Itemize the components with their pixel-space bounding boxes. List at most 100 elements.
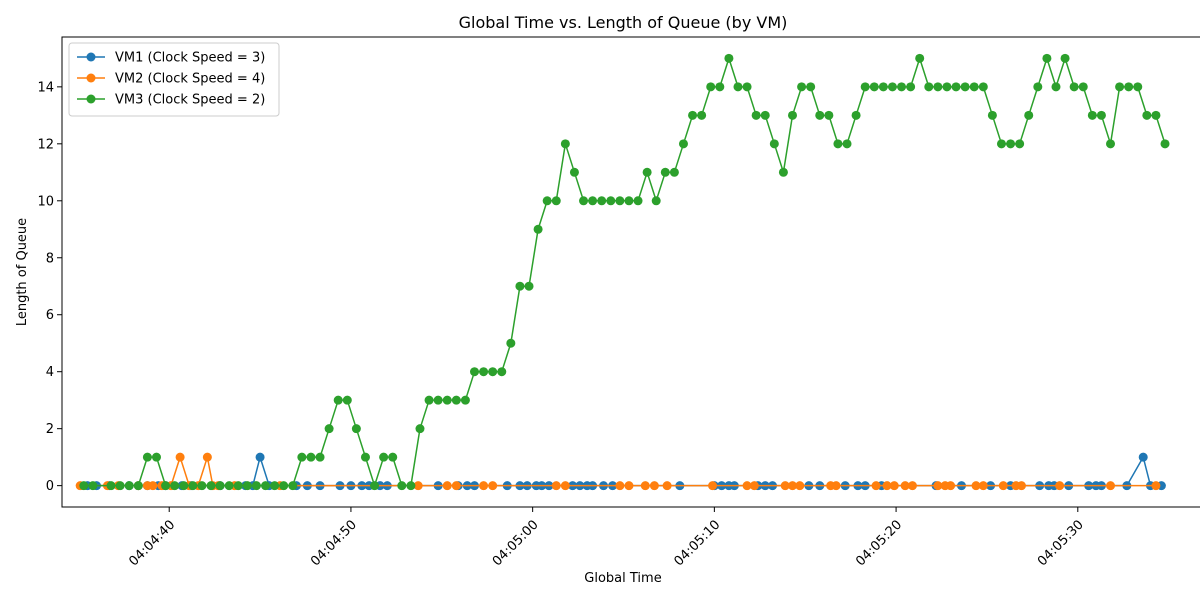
data-point (1124, 82, 1134, 92)
data-point (742, 481, 752, 491)
data-point (488, 481, 498, 491)
data-point (506, 338, 516, 348)
legend: VM1 (Clock Speed = 3) VM2 (Clock Speed = … (68, 42, 280, 117)
data-point (688, 110, 698, 120)
data-point (996, 139, 1006, 149)
data-point (998, 481, 1008, 491)
data-point (907, 481, 917, 491)
data-point (1033, 82, 1043, 92)
data-point (560, 139, 570, 149)
data-point (724, 53, 734, 63)
data-point (851, 110, 861, 120)
y-axis-label: Length of Queue (15, 218, 30, 326)
data-point (551, 481, 561, 491)
data-point (951, 82, 961, 92)
data-point (524, 281, 534, 291)
data-point (633, 196, 643, 206)
data-point (351, 424, 361, 434)
data-point (987, 110, 997, 120)
data-point (924, 82, 934, 92)
legend-label: VM1 (Clock Speed = 3) (115, 51, 265, 66)
data-point (651, 196, 661, 206)
y-tick-label: 10 (37, 194, 54, 209)
data-point (640, 481, 650, 491)
data-point (315, 452, 325, 462)
data-point (479, 367, 489, 377)
y-tick-label: 14 (37, 80, 54, 95)
plot-area (75, 53, 1170, 491)
data-point (115, 481, 125, 491)
data-point (760, 110, 770, 120)
data-point (660, 167, 670, 177)
data-point (333, 395, 343, 405)
data-point (1096, 110, 1106, 120)
data-point (1087, 110, 1097, 120)
data-point (960, 82, 970, 92)
data-point (542, 196, 552, 206)
data-point (1069, 82, 1079, 92)
y-axis: 0 2 4 6 8 10 12 14 (37, 80, 62, 494)
data-point (842, 139, 852, 149)
data-point (151, 452, 161, 462)
data-point (406, 481, 416, 491)
data-point (900, 481, 910, 491)
y-tick-label: 2 (46, 422, 54, 437)
data-point (833, 139, 843, 149)
data-point (233, 481, 243, 491)
data-point (971, 481, 981, 491)
data-point (624, 196, 634, 206)
data-point (324, 424, 334, 434)
data-point (706, 82, 716, 92)
data-point (255, 452, 265, 462)
data-point (142, 452, 152, 462)
data-point (1051, 82, 1061, 92)
data-point (148, 481, 158, 491)
data-point (270, 481, 280, 491)
data-point (551, 196, 561, 206)
data-point (588, 196, 598, 206)
data-point (470, 367, 479, 377)
data-point (769, 139, 779, 149)
data-point (442, 395, 452, 405)
data-point (224, 481, 234, 491)
legend-marker (86, 52, 96, 62)
data-point (251, 481, 261, 491)
data-point (460, 395, 470, 405)
data-point (788, 481, 797, 491)
data-point (797, 82, 807, 92)
data-point (878, 82, 888, 92)
data-point (424, 395, 434, 405)
data-point (946, 481, 956, 491)
data-point (1055, 481, 1065, 491)
data-point (831, 481, 841, 491)
data-point (515, 281, 525, 291)
data-point (933, 481, 943, 491)
data-point (897, 82, 907, 92)
data-point (279, 481, 289, 491)
data-point (579, 196, 589, 206)
data-point (1142, 110, 1152, 120)
data-point (662, 481, 672, 491)
data-point (488, 367, 498, 377)
data-point (815, 110, 825, 120)
data-point (942, 82, 952, 92)
data-point (749, 481, 759, 491)
data-point (370, 481, 380, 491)
data-point (882, 481, 892, 491)
data-point (906, 82, 916, 92)
data-point (624, 481, 634, 491)
data-point (415, 424, 425, 434)
y-tick-label: 12 (37, 137, 54, 152)
data-point (1133, 82, 1143, 92)
data-point (188, 481, 198, 491)
data-point (206, 481, 216, 491)
data-point (1106, 481, 1116, 491)
data-point (261, 481, 271, 491)
y-tick-label: 6 (46, 308, 54, 323)
data-point (170, 481, 180, 491)
data-point (297, 452, 307, 462)
data-point (1160, 139, 1170, 149)
chart-title: Global Time vs. Length of Queue (by VM) (459, 13, 788, 32)
data-point (360, 452, 370, 462)
